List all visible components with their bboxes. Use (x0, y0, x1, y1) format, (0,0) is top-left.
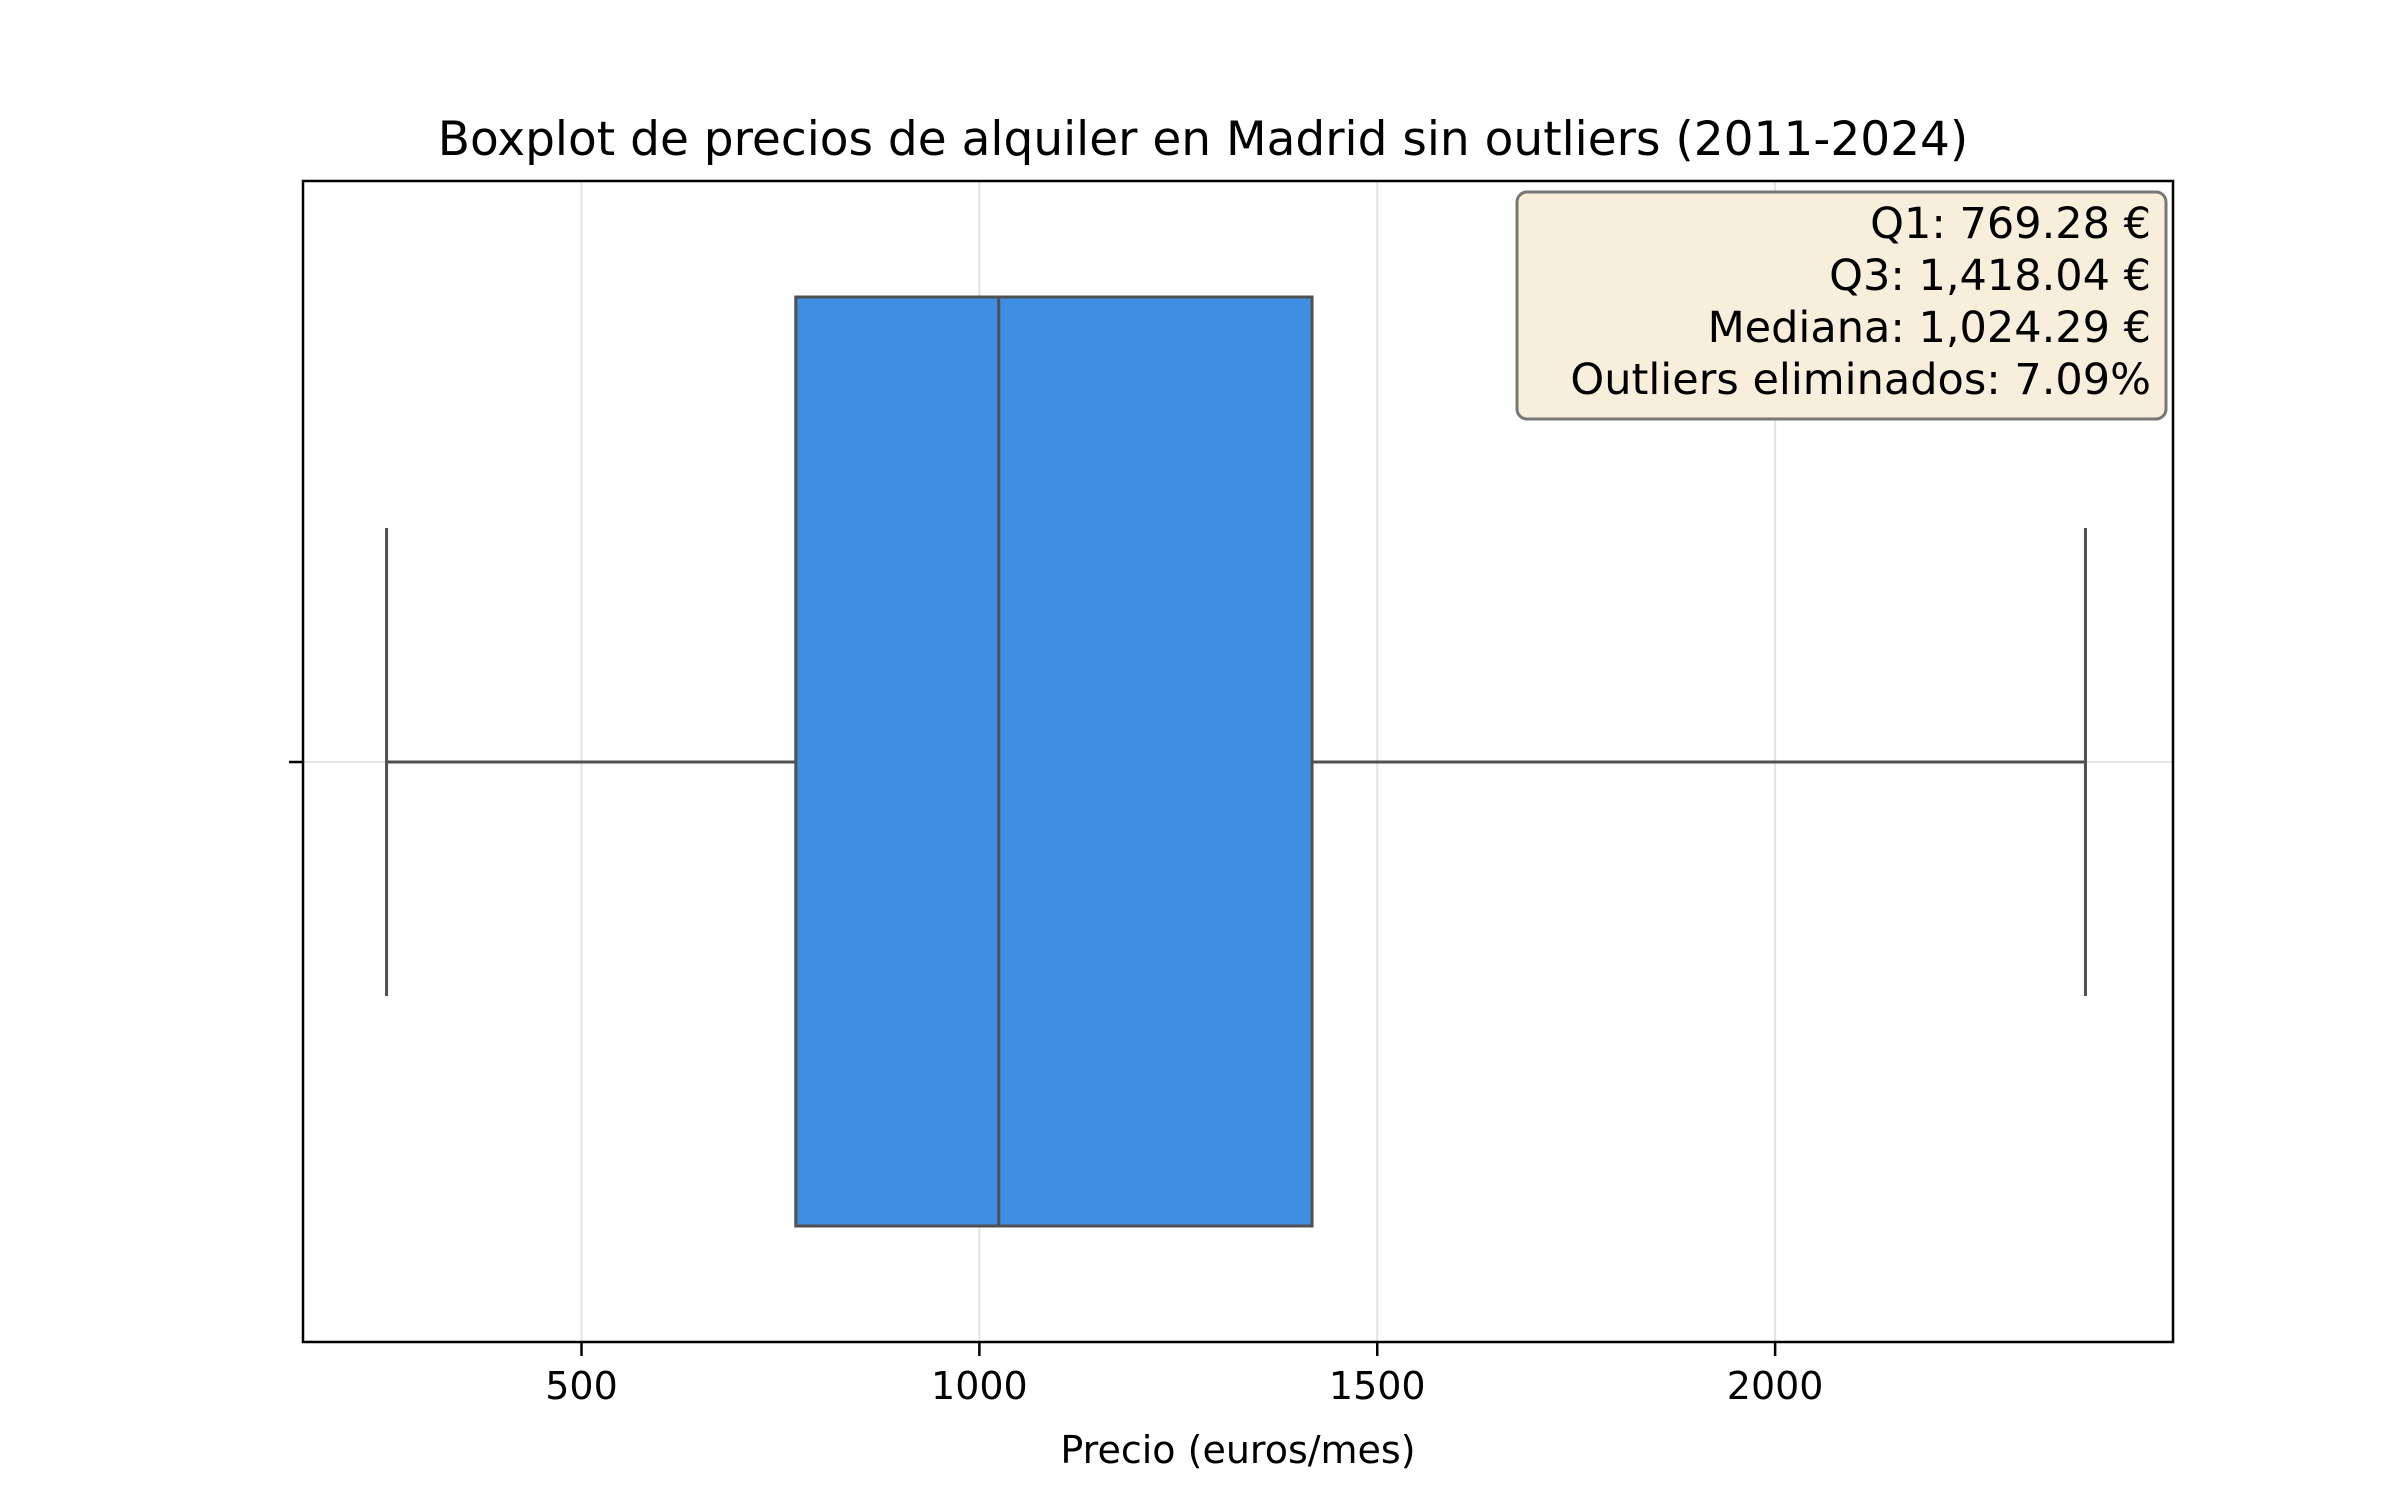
chart-title: Boxplot de precios de alquiler en Madrid… (438, 112, 1969, 167)
x-axis-ticks: 500 1000 1500 2000 (545, 1342, 1823, 1408)
x-tick-label: 1500 (1329, 1364, 1426, 1408)
stats-annotation-background (1515, 190, 2168, 421)
stats-median-text: Mediana: 1,024.29 € (1708, 303, 2151, 353)
x-tick-label: 1000 (931, 1364, 1028, 1408)
stats-q1-text: Q1: 769.28 € (1870, 199, 2151, 249)
stats-q3-text: Q3: 1,418.04 € (1829, 251, 2151, 301)
x-tick-label: 500 (545, 1364, 618, 1408)
iqr-box (794, 295, 1314, 1228)
x-axis-label: Precio (euros/mes) (1060, 1428, 1415, 1472)
boxplot-series (385, 295, 2087, 1228)
stats-annotation-box: Q1: 769.28 € Q3: 1,418.04 € Mediana: 1,0… (1515, 190, 2168, 421)
x-tick-label: 2000 (1727, 1364, 1824, 1408)
stats-outliers-text: Outliers eliminados: 7.09% (1570, 355, 2151, 405)
